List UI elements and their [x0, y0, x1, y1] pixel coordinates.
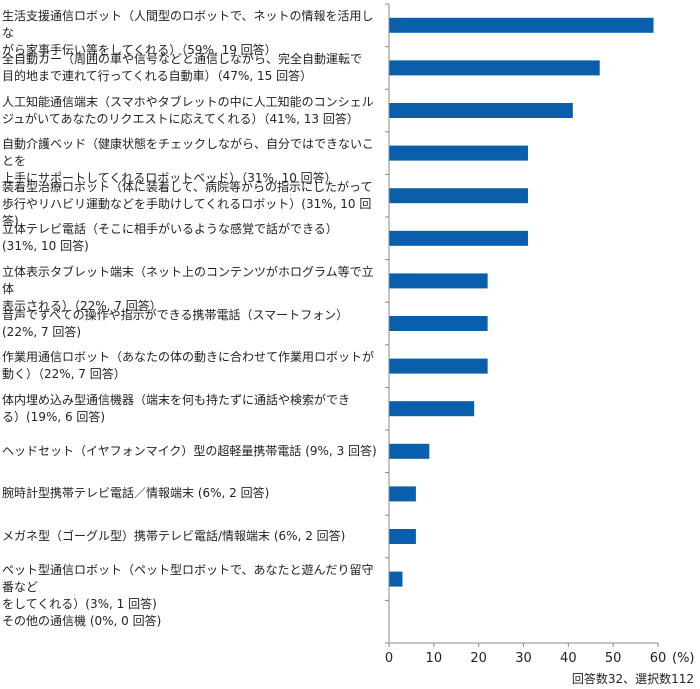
- category-label-6: 立体テレビ電話（そこに相手がいるような感覚で話ができる） (31%, 10 回答): [2, 221, 385, 255]
- bar-9: [389, 358, 488, 374]
- x-tick-label: 30: [515, 651, 532, 666]
- category-label-line: 音声ですべての操作や指示ができる携帯電話（スマートフォン）: [2, 307, 349, 322]
- bar-8: [389, 316, 488, 331]
- category-label-line: る）(19%, 6 回答): [2, 409, 106, 424]
- category-label-line: をしてくれる）(3%, 1 回答): [2, 597, 157, 612]
- category-label-11: ヘッドセット（イヤフォンマイク）型の超軽量携帯電話 (9%, 3 回答): [2, 443, 385, 460]
- footnote: 回答数32、選択数112: [571, 672, 694, 686]
- bars-group: [389, 17, 654, 587]
- bar-10: [389, 401, 475, 417]
- category-label-line: 上手にサポートしてくれるロボットベッド）（31%, 10 回答）: [2, 171, 337, 186]
- bar-6: [389, 230, 528, 246]
- bar-11: [389, 443, 430, 459]
- bar-12: [389, 486, 416, 502]
- x-tick-label: 40: [560, 651, 577, 666]
- category-label-7: 立体表示タブレット端末（ネット上のコンテンツがホログラム等で立体表示される）（2…: [2, 264, 385, 315]
- category-label-line: 表示される）（22%, 7 回答）: [2, 298, 162, 313]
- bar-3: [389, 103, 573, 118]
- axes-group: [385, 3, 659, 647]
- category-label-line: 人工知能通信端末（スマホやタブレットの中に人工知能のコンシェル: [2, 94, 374, 109]
- category-label-3: 人工知能通信端末（スマホやタブレットの中に人工知能のコンシェル ジュがいてあなたの…: [2, 94, 385, 128]
- x-axis-unit-label: (%): [672, 651, 695, 666]
- category-label-line: 立体表示タブレット端末（ネット上のコンテンツがホログラム等で立体: [2, 264, 374, 296]
- category-label-line: 歩行やリハビリ運動などを手助けしてくれるロボット）(31%, 10 回答): [2, 196, 372, 228]
- x-tick-labels: 0 10 20 30 40 50 60 (%): [385, 651, 695, 666]
- category-label-13: メガネ型（ゴーグル型）携帯テレビ電話/情報端末 (6%, 2 回答): [2, 528, 385, 545]
- category-label-14: ペット型通信ロボット（ペット型ロボットで、あなたと遊んだり留守番などをしてくれる…: [2, 562, 385, 613]
- x-tick-label: 0: [385, 651, 393, 666]
- category-label-line: 立体テレビ電話（そこに相手がいるような感覚で話ができる）: [2, 222, 338, 237]
- bar-14: [389, 571, 403, 587]
- category-label-line: ペット型通信ロボット（ペット型ロボットで、あなたと遊んだり留守番など: [2, 563, 374, 595]
- category-label-15: その他の通信機 (0%, 0 回答): [2, 613, 385, 630]
- bar-2: [389, 60, 600, 76]
- category-label-line: 作業用通信ロボット（あなたの体の動きに合わせて作業用ロボットが: [2, 350, 375, 365]
- category-label-line: 生活支援通信ロボット（人間型のロボットで、ネットの情報を活用しな: [2, 9, 374, 41]
- category-label-line: 目的地まで連れて行ってくれる自動車）（47%, 15 回答）: [2, 68, 313, 83]
- category-label-line: がら家事手伝い等をしてくれる）（59%, 19 回答）: [2, 43, 277, 58]
- category-label-line: 自動介護ベッド（健康状態をチェックしながら、自分ではできないことを: [2, 137, 375, 169]
- category-label-line: 動く）（22%, 7 回答）: [2, 367, 126, 382]
- category-label-8: 音声ですべての操作や指示ができる携帯電話（スマートフォン） (22%, 7 回答): [2, 307, 385, 341]
- x-tick-label: 50: [605, 651, 622, 666]
- category-label-line: ヘッドセット（イヤフォンマイク）型の超軽量携帯電話 (9%, 3 回答): [2, 443, 377, 458]
- category-label-5: 装着型治療ロボット（体に装着して、病院等からの指示にしたがって歩行やリハビリ運動…: [2, 179, 385, 230]
- category-label-line: メガネ型（ゴーグル型）携帯テレビ電話/情報端末 (6%, 2 回答): [2, 529, 346, 543]
- x-tick-label: 20: [470, 651, 487, 666]
- x-tick-label: 10: [426, 651, 443, 666]
- bar-1: [389, 17, 654, 33]
- category-label-1: 生活支援通信ロボット（人間型のロボットで、ネットの情報を活用しながら家事手伝い等…: [2, 8, 385, 59]
- category-label-line: 装着型治療ロボット（体に装着して、病院等からの指示にしたがって: [2, 179, 373, 194]
- category-label-line: 腕時計型携帯テレビ電話／情報端末 (6%, 2 回答): [2, 486, 270, 501]
- bar-5: [389, 188, 528, 204]
- category-label-line: (22%, 7 回答): [2, 324, 82, 339]
- bar-4: [389, 145, 528, 161]
- category-label-10: 体内埋め込み型通信機器（端末を何も持たずに通話や検索ができ る）(19%, 6 回…: [2, 392, 385, 426]
- category-label-line: ジュがいてあなたのリクエストに応えてくれる）（41%, 13 回答）: [2, 111, 359, 126]
- bar-7: [389, 273, 488, 289]
- category-label-2: 全自動カー（周囲の車や信号などと通信しながら、完全自動運転で 目的地まで連れて行っ…: [2, 51, 385, 85]
- bar-13: [389, 529, 416, 544]
- category-label-line: 全自動カー（周囲の車や信号などと通信しながら、完全自動運転で: [2, 51, 363, 66]
- category-label-4: 自動介護ベッド（健康状態をチェックしながら、自分ではできないことを上手にサポート…: [2, 136, 385, 187]
- category-label-line: その他の通信機 (0%, 0 回答): [2, 614, 162, 629]
- category-label-line: (31%, 10 回答): [2, 239, 89, 254]
- x-tick-label: 60: [650, 651, 667, 666]
- category-label-line: 体内埋め込み型通信機器（端末を何も持たずに通話や検索ができ: [2, 392, 351, 407]
- category-label-12: 腕時計型携帯テレビ電話／情報端末 (6%, 2 回答): [2, 485, 385, 502]
- category-label-9: 作業用通信ロボット（あなたの体の動きに合わせて作業用ロボットが 動く）（22%, …: [2, 349, 385, 383]
